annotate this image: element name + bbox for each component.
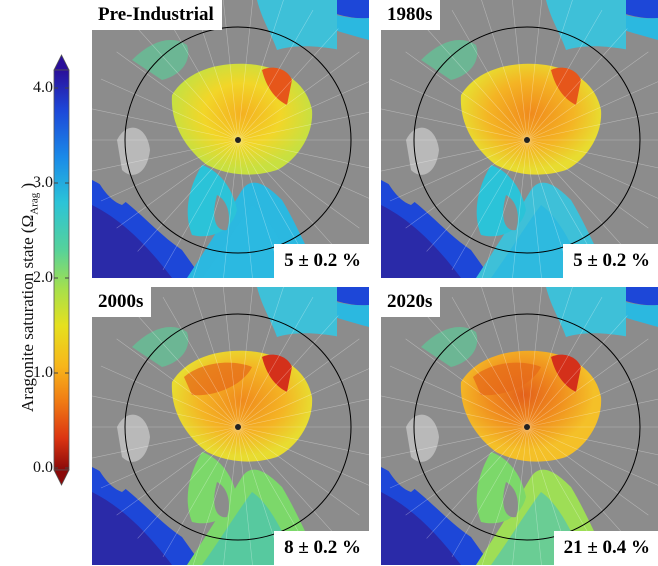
panel-stat: 21 ± 0.4 % <box>553 531 658 565</box>
panel-title: 2020s <box>381 287 441 317</box>
panel-title: 2000s <box>92 287 152 317</box>
map-panel-2: 1980s 5 ± 0.2 % <box>381 0 658 278</box>
map-panel-1: Pre-Industrial 5 ± 0.2 % <box>92 0 369 278</box>
colorbar-tick-3: 3.0 <box>33 174 53 191</box>
colorbar-tick-0: 0.0 <box>33 459 53 476</box>
colorbar-graphic <box>53 54 70 486</box>
map-panel-3: 2000s 8 ± 0.2 % <box>92 287 369 565</box>
colorbar-gradient <box>53 69 70 471</box>
colorbar-max-arrow <box>53 54 70 71</box>
map-panel-4: 2020s 21 ± 0.4 % <box>381 287 658 565</box>
colorbar-tick-4: 4.0 <box>33 79 53 96</box>
polar-map <box>381 287 658 565</box>
panel-title: Pre-Industrial <box>92 0 222 30</box>
colorbar-tick-2: 2.0 <box>33 269 53 286</box>
polar-map <box>92 0 369 278</box>
polar-map <box>381 0 658 278</box>
panel-title: 1980s <box>381 0 441 30</box>
panel-stat: 8 ± 0.2 % <box>274 531 369 565</box>
panel-stat: 5 ± 0.2 % <box>563 244 658 278</box>
colorbar: Aragonite saturation state (ΩArag ) <box>0 0 90 566</box>
polar-map <box>92 287 369 565</box>
colorbar-min-arrow <box>53 469 70 486</box>
panel-stat: 5 ± 0.2 % <box>274 244 369 278</box>
colorbar-tick-1: 1.0 <box>33 364 53 381</box>
